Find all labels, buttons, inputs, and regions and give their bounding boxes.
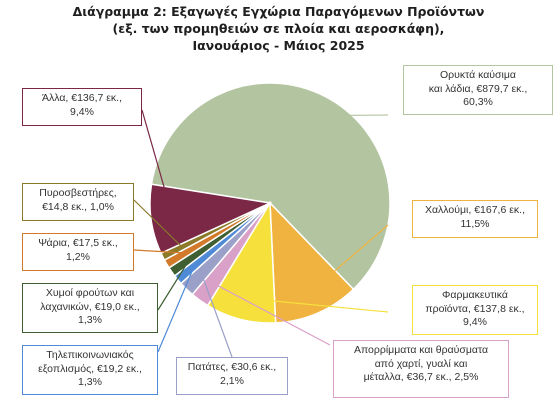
slice-label-line: 2,1%	[220, 374, 244, 387]
leader-lines	[133, 109, 389, 358]
title-line-2: (εξ. των προμηθειών σε πλοία και αεροσκά…	[112, 21, 445, 36]
slice-label-line: Χυμοί φρούτων και	[45, 287, 135, 299]
slice-label-line: και λάδια, €879,7 εκ.,	[428, 82, 528, 95]
leader-line	[157, 265, 195, 353]
slice-label-line: Φαρμακευτικά	[442, 289, 508, 301]
title-line-1: Διάγραμμα 2: Εξαγωγές Εγχώρια Παραγόμενω…	[72, 4, 485, 19]
slice-label-line: Απορρίμματα και θραύσματα	[353, 344, 489, 356]
title-line-3: Ιανουάριος - Μάιος 2025	[192, 38, 365, 53]
slice-label-line: 1,3%	[78, 376, 102, 388]
chart-title: Διάγραμμα 2: Εξαγωγές Εγχώρια Παραγόμενω…	[0, 3, 557, 54]
slice-label-line: Τηλεπικοινωνιακός	[46, 349, 134, 361]
leader-line	[245, 297, 389, 313]
slice-label-line: Ψάρια, €17,5 εκ.,	[38, 237, 118, 249]
slice-label-line: Άλλα, €136,7 εκ.,	[41, 92, 123, 104]
pie-slice	[269, 201, 355, 324]
slice-label: Άλλα, €136,7 εκ., 9,4%	[22, 88, 142, 126]
slice-label-line: 11,5%	[460, 217, 490, 230]
slice-label-line: λαχανικών, €19,0 εκ.,	[40, 300, 140, 313]
pie-slice	[149, 183, 273, 255]
slice-label-line: Πατάτες, €30,6 εκ.,	[187, 361, 277, 373]
slice-label-line: προϊόντα, €137,8 εκ.,	[425, 302, 525, 315]
slice-label-line: 9,4%	[70, 105, 94, 118]
slice-label-line: 1,2%	[66, 250, 90, 263]
slice-label-line: Χαλλούμι, €167,6 εκ.,	[424, 204, 525, 216]
slice-label: Τηλεπικοινωνιακός εξοπλισμός, €19,2 εκ., 1…	[22, 345, 158, 395]
slice-label-line: μέταλλα, €36,7 εκ., 2,5%	[363, 371, 479, 383]
leader-line	[200, 273, 233, 358]
slice-label-line: 1,3%	[78, 314, 102, 326]
slice-label-line: από χαρτί, γυαλί και	[374, 357, 468, 370]
slice-label: Απορρίμματα και θραύσματα από χαρτί, γυαλ…	[333, 340, 509, 398]
slice-label-line: Πυροσβεστήρες,	[39, 187, 117, 199]
slice-label-line: 9,4%	[463, 316, 487, 328]
slice-label-line: εξοπλισμός, €19,2 εκ.,	[38, 362, 142, 375]
leader-line	[315, 114, 389, 117]
slice-label-line: €14,8 εκ., 1,0%	[42, 200, 114, 213]
slice-label: Χυμοί φρούτων και λαχανικών, €19,0 εκ., 1,…	[22, 283, 158, 333]
pie-slice	[150, 82, 391, 291]
slice-label-line: 60,3%	[463, 96, 493, 108]
leader-line	[133, 199, 183, 248]
leader-line	[141, 109, 174, 217]
leader-line	[157, 259, 190, 311]
slice-label: Ορυκτά καύσιμα και λάδια, €879,7 εκ., 60,3…	[403, 65, 553, 115]
slice-label: Ψάρια, €17,5 εκ., 1,2%	[22, 233, 134, 271]
slice-label: Φαρμακευτικά προϊόντα, €137,8 εκ., 9,4%	[412, 285, 538, 335]
pie-slices	[149, 82, 391, 324]
leader-line	[212, 282, 331, 346]
slice-label: Χαλλούμι, €167,6 εκ., 11,5%	[412, 200, 538, 238]
slice-label: Πατάτες, €30,6 εκ., 2,1%	[176, 357, 288, 395]
leader-line	[133, 249, 186, 254]
leader-line	[308, 224, 389, 294]
slice-label: Πυροσβεστήρες, €14,8 εκ., 1,0%	[22, 183, 134, 221]
slice-label-line: Ορυκτά καύσιμα	[440, 69, 516, 81]
